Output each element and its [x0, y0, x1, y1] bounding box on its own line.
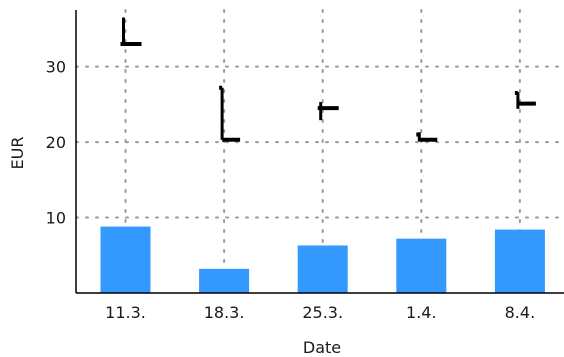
y-axis-title: EUR [8, 137, 27, 170]
bar-1 [199, 268, 250, 293]
bar-0 [100, 226, 151, 293]
ohlc-layer [120, 17, 536, 142]
y-tick-label-1: 20 [46, 133, 66, 152]
bar-3 [396, 238, 447, 293]
x-tick-labels: 11.3. 18.3. 25.3. 1.4. 8.4. [105, 303, 535, 322]
y-tick-label-2: 30 [46, 58, 66, 77]
bar-4 [494, 229, 545, 293]
x-axis-title: Date [303, 338, 341, 357]
x-tick-label-1: 18.3. [204, 303, 245, 322]
x-tick-label-4: 8.4. [505, 303, 536, 322]
bars-layer [100, 226, 545, 293]
x-tick-label-0: 11.3. [105, 303, 146, 322]
x-tick-label-2: 25.3. [302, 303, 343, 322]
grid-layer [75, 9, 564, 294]
bar-2 [297, 245, 348, 293]
y-tick-labels: 10 20 30 [46, 58, 66, 228]
x-tick-label-3: 1.4. [406, 303, 437, 322]
y-tick-label-0: 10 [46, 209, 66, 228]
